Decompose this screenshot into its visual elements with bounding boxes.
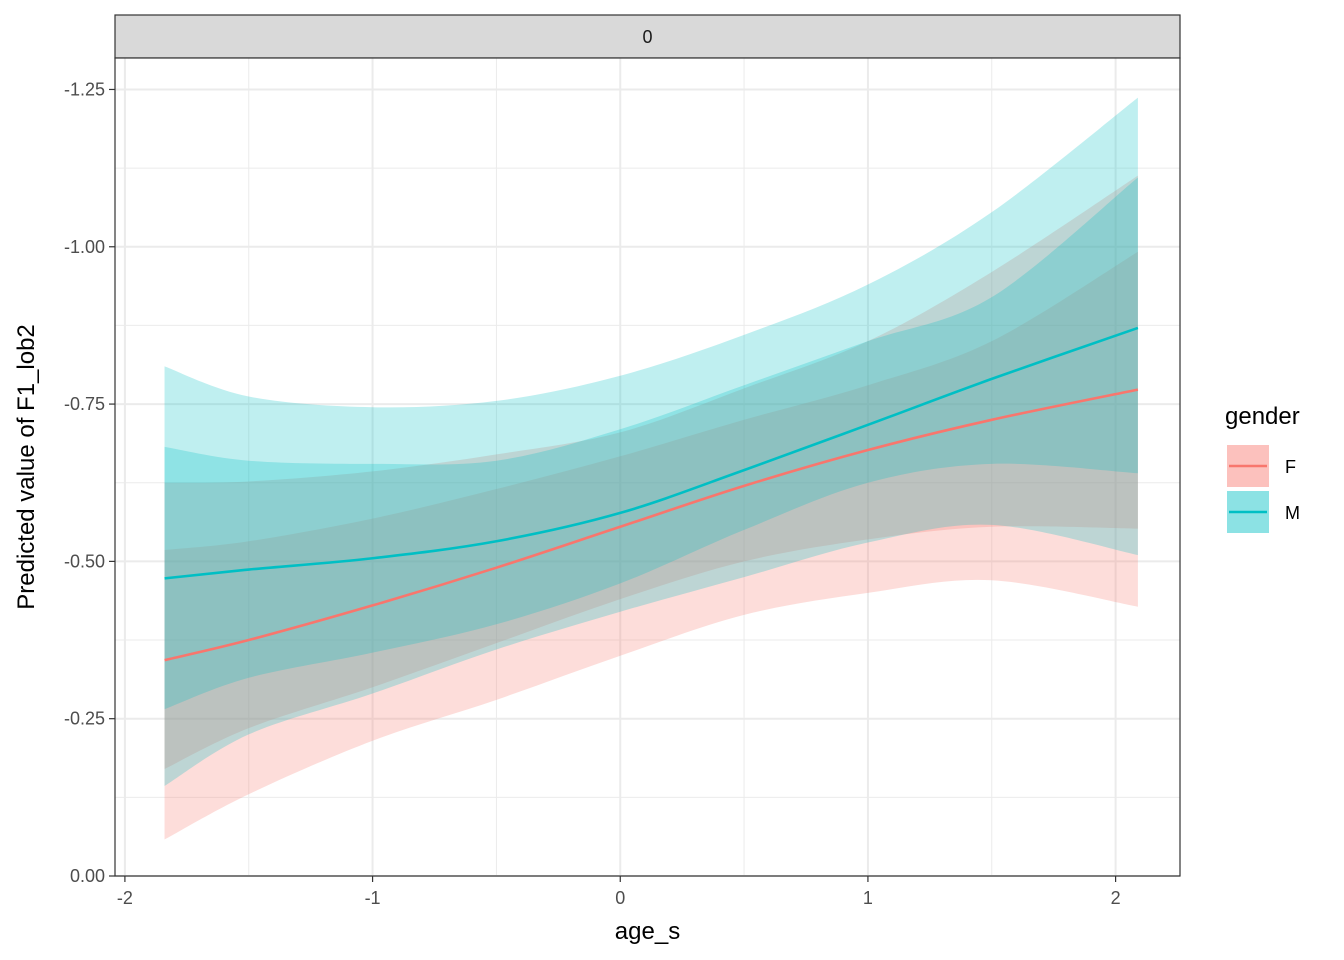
y-axis-title: Predicted value of F1_lob2 [13,324,40,610]
band-outer-m [164,97,1138,787]
y-tick-label: -0.50 [64,551,105,571]
band-outer-f [164,175,1138,840]
axes: -2 -1 0 1 2 0.00 -0.25 -0.50 -0.75 -1.00 -1.25 [64,79,1121,908]
legend-label-f: F [1285,457,1296,477]
y-tick-label: 0.00 [70,866,105,886]
panel-border [114,57,1181,877]
facet-strip-label: 0 [642,27,652,47]
y-tick-label: -1.25 [64,79,105,99]
x-tick-label: 1 [863,888,873,908]
legend-title: gender [1225,403,1300,430]
x-tick-label: 0 [615,888,625,908]
band-inner-m [164,177,1138,710]
panel-background [115,58,1180,876]
legend: gender F M [1225,403,1300,533]
y-tick-label: -0.75 [64,394,105,414]
series-line-f [164,388,1139,662]
y-tick-label: -0.25 [64,709,105,729]
x-axis-title: age_s [615,918,680,945]
legend-label-m: M [1285,503,1300,523]
series-lines [164,326,1139,662]
x-tick-label: -2 [117,888,133,908]
y-tick-label: -1.00 [64,237,105,257]
facet-strip [114,14,1181,59]
series-line-m [164,326,1139,580]
x-tick-label: 2 [1111,888,1121,908]
band-inner-f [164,251,1138,770]
confidence-bands [164,97,1138,840]
x-tick-label: -1 [365,888,381,908]
